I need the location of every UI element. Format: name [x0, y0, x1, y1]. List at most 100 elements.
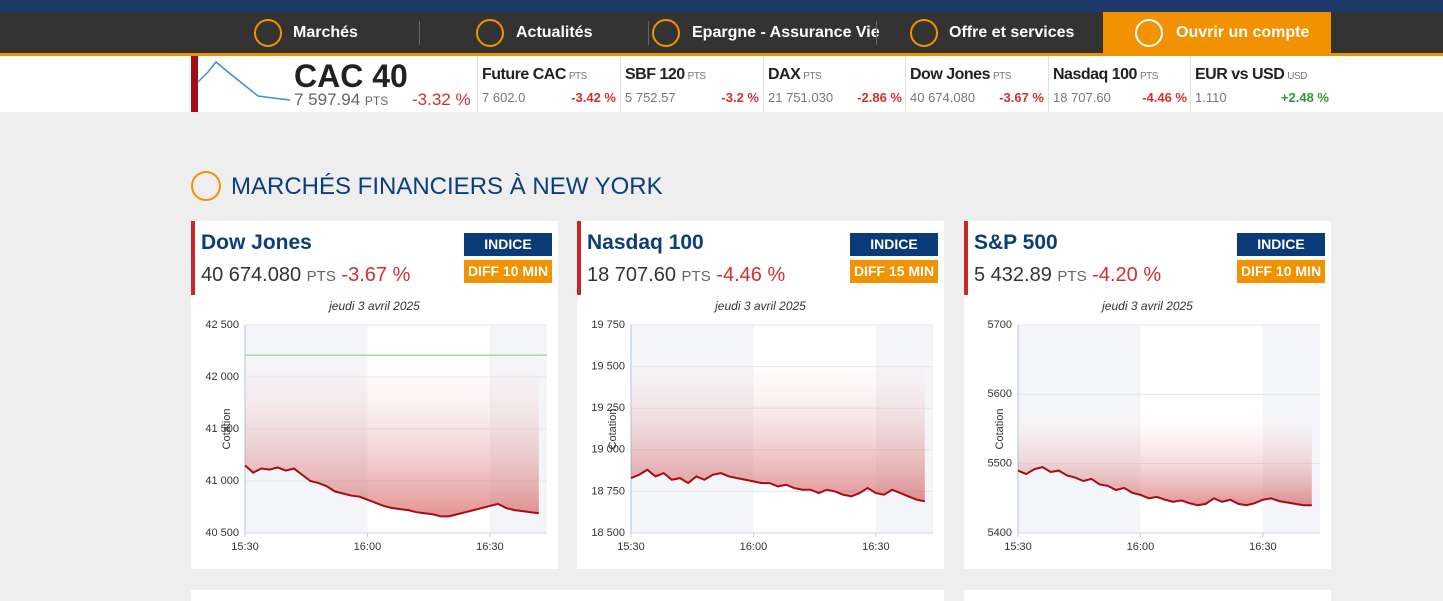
card-unit: PTS	[306, 268, 336, 285]
main-index-change: -3.32 %	[412, 90, 471, 109]
card-date: jeudi 3 avril 2025	[329, 299, 420, 313]
ticker-unit: PTS	[1139, 71, 1158, 82]
nav-item[interactable]: Actualités	[516, 24, 593, 41]
card-change: -4.46 %	[716, 264, 786, 286]
ticker-value: 5 752.57	[625, 90, 676, 105]
nav-underline	[0, 53, 1443, 56]
card-unit: PTS	[681, 268, 711, 285]
badge-delay: DIFF 15 MIN	[850, 260, 938, 283]
ticker-name: Nasdaq 100 PTS	[1053, 66, 1158, 84]
price-line	[630, 468, 926, 503]
ticker-unit: PTS	[687, 71, 706, 82]
y-tick-label: 5500	[988, 458, 1012, 470]
y-axis-label: Cotation	[221, 409, 233, 450]
market-card: Dow Jones 40 674.080 PTS -3.67 % INDICE DIF…	[191, 221, 558, 569]
card-date: jeudi 3 avril 2025	[1102, 299, 1193, 313]
ticker-item[interactable]: EUR vs USD USD 1.110 +2.48 %	[1190, 56, 1333, 112]
ticker-change: -3.42 %	[571, 90, 616, 105]
ticker-unit: USD	[1287, 71, 1307, 82]
nav-separator	[648, 21, 649, 45]
y-tick-label: 19 250	[591, 402, 625, 414]
badge-type: INDICE	[464, 233, 552, 256]
ticker-item[interactable]: Future CAC PTS 7 602.0 -3.42 %	[477, 56, 620, 112]
ticker-sparkline	[198, 60, 290, 101]
y-tick-label: 42 500	[205, 319, 239, 331]
nav-item[interactable]: Offre et services	[949, 24, 1075, 41]
card-title: Dow Jones	[201, 231, 312, 254]
nav-separator	[876, 21, 877, 45]
card-value: 18 707.60	[587, 264, 676, 286]
top-strip	[0, 0, 1443, 12]
next-card	[191, 590, 944, 601]
nav-icon	[476, 19, 504, 47]
ticker-name: Future CAC PTS	[482, 66, 587, 84]
y-tick-label: 19 500	[591, 361, 625, 373]
ticker-name: DAX PTS	[768, 66, 822, 84]
section-icon	[191, 171, 221, 201]
ticker-name-text: EUR vs USD	[1195, 66, 1285, 83]
y-tick-label: 18 500	[591, 527, 625, 539]
ticker-item[interactable]: Dow Jones PTS 40 674.080 -3.67 %	[905, 56, 1048, 112]
nav-icon	[652, 19, 680, 47]
ticker-unit: PTS	[992, 71, 1011, 82]
nav-item[interactable]: Marchés	[293, 24, 358, 41]
ticker-name: EUR vs USD USD	[1195, 66, 1307, 84]
chart: 18 500 18 750 19 000 19 250 19 500 19 750 15:3…	[591, 319, 933, 553]
ticker-name-text: DAX	[768, 66, 801, 83]
ticker-value: 21 751.030	[768, 90, 834, 105]
price-line	[244, 464, 539, 518]
card-change: -4.20 %	[1092, 264, 1162, 286]
ticker-change: -2.86 %	[857, 90, 902, 105]
card-change: -3.67 %	[341, 264, 411, 286]
x-tick-label: 16:00	[354, 541, 382, 553]
area	[1018, 413, 1312, 506]
x-tick-label: 16:30	[476, 541, 504, 553]
cta-icon	[1135, 19, 1163, 47]
nav-icon	[910, 19, 938, 47]
x-tick-label: 16:00	[740, 541, 768, 553]
y-tick-label: 40 500	[205, 527, 239, 539]
area	[245, 355, 539, 517]
ticker-item[interactable]: DAX PTS 21 751.030 -2.86 %	[763, 56, 906, 112]
cta-text[interactable]: Ouvrir un compte	[1176, 24, 1310, 41]
card-unit: PTS	[1057, 268, 1087, 285]
market-card: Nasdaq 100 18 707.60 PTS -4.46 % INDICE DIF…	[577, 221, 944, 569]
main-index-value: 7 597.94 PTS	[294, 90, 388, 110]
card-title: S&P 500	[974, 231, 1058, 254]
ticker-name: SBF 120 PTS	[625, 66, 706, 84]
x-tick-label: 15:30	[231, 541, 259, 553]
y-tick-label: 18 750	[591, 485, 625, 497]
y-axis-label: Cotation	[994, 409, 1006, 450]
y-tick-label: 19 000	[591, 444, 625, 456]
ticker-change: -3.67 %	[999, 90, 1044, 105]
ticker-value: 1.110	[1195, 90, 1227, 105]
ticker-name-text: Future CAC	[482, 66, 566, 83]
card-accent	[577, 221, 581, 295]
badge-delay: DIFF 10 MIN	[1237, 260, 1325, 283]
value: 7 597.94	[294, 90, 361, 109]
y-tick-label: 5600	[988, 388, 1012, 400]
chart: 5400 5500 5600 5700 15:30 16:00 16:30 Cotation	[988, 319, 1320, 553]
x-tick-label: 15:30	[617, 541, 645, 553]
ticker-name-text: SBF 120	[625, 66, 685, 83]
price-line	[1017, 466, 1312, 507]
main-index-name[interactable]: CAC 40	[294, 58, 408, 94]
y-axis-label: Cotation	[607, 409, 619, 450]
ticker-item[interactable]: Nasdaq 100 PTS 18 707.60 -4.46 %	[1048, 56, 1191, 112]
ticker-change: +2.48 %	[1280, 90, 1329, 105]
section-title: MARCHÉS FINANCIERS À NEW YORK	[231, 173, 663, 200]
unit: PTS	[364, 94, 389, 108]
card-accent	[964, 221, 968, 295]
market-card: S&P 500 5 432.89 PTS -4.20 % INDICE DIFF 10…	[964, 221, 1331, 569]
y-tick-label: 41 000	[205, 475, 239, 487]
nav-item[interactable]: Epargne - Assurance Vie	[692, 24, 880, 41]
badge-type: INDICE	[850, 233, 938, 256]
next-card	[964, 590, 1331, 601]
ticker-name-text: Nasdaq 100	[1053, 66, 1137, 83]
card-quote: 18 707.60 PTS -4.46 %	[587, 264, 785, 287]
area	[631, 353, 925, 502]
ticker-item[interactable]: SBF 120 PTS 5 752.57 -3.2 %	[620, 56, 763, 112]
ticker-accent	[191, 56, 198, 112]
badge-delay: DIFF 10 MIN	[464, 260, 552, 283]
